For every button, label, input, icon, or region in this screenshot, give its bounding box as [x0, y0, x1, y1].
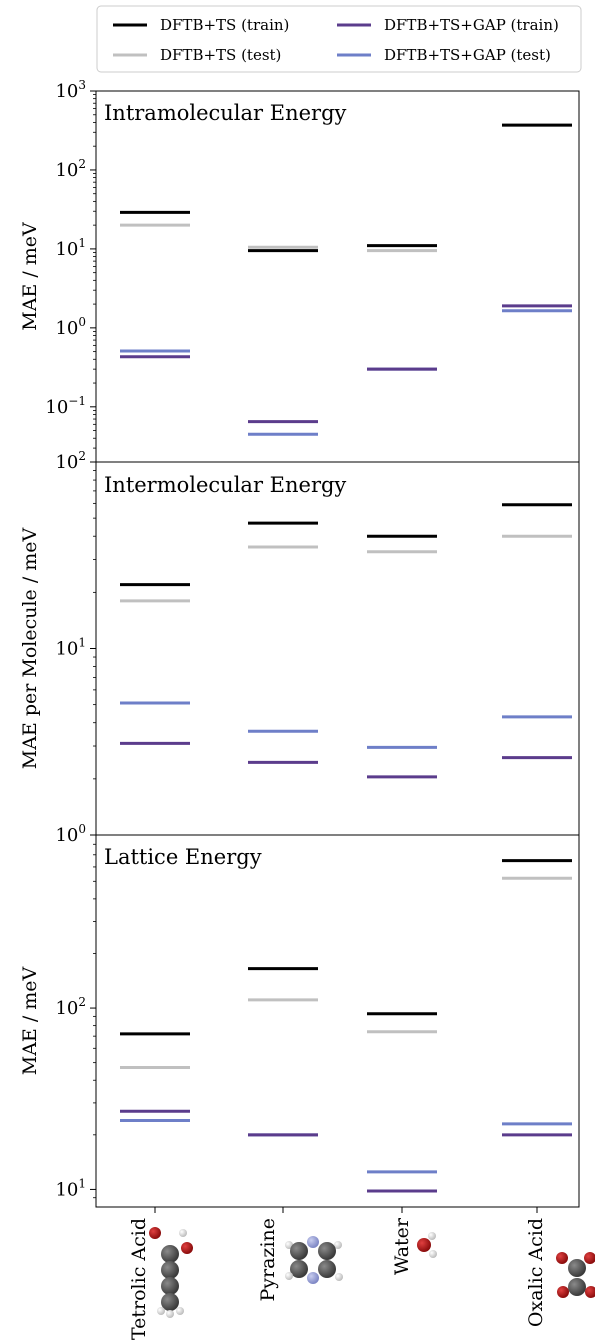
y-tick-label: 101 — [55, 636, 86, 660]
category-label-oxalic-acid: Oxalic Acid — [525, 1218, 547, 1327]
category-label-pyrazine: Pyrazine — [257, 1218, 279, 1302]
y-tick-label: 101 — [55, 236, 86, 260]
pyrazine-molecule-icon — [285, 1236, 343, 1284]
y-ticks: 100 101 102 — [55, 449, 96, 846]
legend: DFTB+TS (train) DFTB+TS (test) DFTB+TS+G… — [96, 5, 582, 73]
y-tick-label: 102 — [55, 157, 86, 181]
legend-label-dftb-ts-gap-train: DFTB+TS+GAP (train) — [384, 16, 559, 34]
legend-label-dftb-ts-train: DFTB+TS (train) — [160, 16, 289, 34]
legend-label-dftb-ts-gap-test: DFTB+TS+GAP (test) — [384, 46, 551, 64]
y-tick-label: 102 — [55, 449, 86, 473]
panel-intermolecular-energy: Intermolecular Energy MAE per Molecule /… — [19, 449, 580, 846]
x-ticks — [154, 1207, 538, 1213]
panel-lattice-energy: Lattice Energy MAE / meV 101 102 — [19, 834, 580, 1208]
panel-frame — [95, 90, 580, 463]
category-label-water: Water — [391, 1217, 413, 1275]
y-tick-label: 10−1 — [45, 394, 86, 418]
oxalic-acid-molecule-icon — [556, 1252, 595, 1298]
legend-frame — [96, 5, 582, 73]
tetrolic-acid-molecule-icon — [149, 1227, 193, 1318]
y-tick-label: 100 — [55, 822, 86, 846]
y-tick-label: 102 — [55, 995, 86, 1019]
y-axis-label: MAE / meV — [19, 222, 41, 331]
water-molecule-icon — [417, 1232, 437, 1258]
y-tick-label: 103 — [55, 78, 86, 102]
data-marks — [120, 503, 572, 779]
y-axis-label: MAE per Molecule / meV — [19, 527, 41, 769]
data-marks — [120, 123, 572, 436]
panel-frame — [95, 461, 580, 836]
y-tick-label: 100 — [55, 315, 86, 339]
panel-frame — [95, 834, 580, 1208]
category-label-tetrolic-acid: Tetrolic Acid — [128, 1218, 150, 1340]
category-labels: Tetrolic Acid Pyrazine Water Oxalic Acid — [128, 1217, 547, 1340]
y-ticks: 10−1 100 101 102 103 — [45, 78, 96, 449]
y-ticks: 101 102 — [55, 843, 96, 1200]
panel-intramolecular-energy: Intramolecular Energy MAE / meV 10−11001… — [19, 78, 580, 463]
y-axis-label: MAE / meV — [19, 966, 41, 1075]
panel-title: Intramolecular Energy — [104, 101, 347, 125]
legend-label-dftb-ts-test: DFTB+TS (test) — [160, 46, 281, 64]
panel-title: Lattice Energy — [104, 845, 262, 869]
y-tick-label: 101 — [55, 1176, 86, 1200]
data-marks — [120, 859, 572, 1193]
panel-title: Intermolecular Energy — [104, 473, 346, 497]
